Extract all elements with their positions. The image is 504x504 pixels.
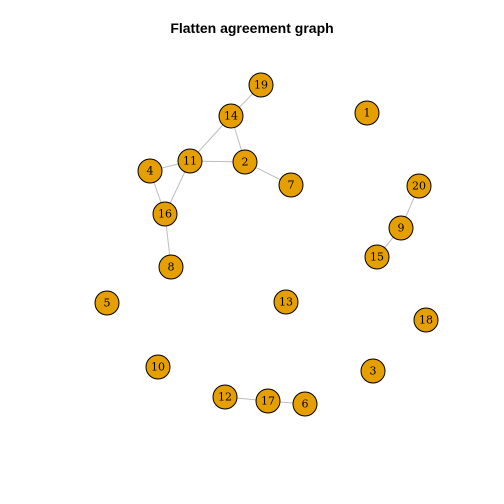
node-13: 13 bbox=[273, 289, 299, 315]
node-label-14: 14 bbox=[224, 110, 238, 123]
node-1: 1 bbox=[354, 100, 380, 126]
node-circle-1 bbox=[354, 100, 380, 126]
node-10: 10 bbox=[145, 354, 171, 380]
node-circle-3 bbox=[360, 358, 386, 384]
node-15: 15 bbox=[364, 244, 390, 270]
node-circle-13 bbox=[273, 289, 299, 315]
node-label-4: 4 bbox=[147, 165, 154, 178]
edges-layer bbox=[149, 84, 420, 405]
node-label-6: 6 bbox=[302, 398, 309, 411]
node-circle-16 bbox=[152, 201, 178, 227]
node-5: 5 bbox=[94, 290, 120, 316]
node-8: 8 bbox=[158, 254, 184, 280]
node-label-1: 1 bbox=[364, 107, 371, 120]
node-label-5: 5 bbox=[104, 297, 111, 310]
node-label-13: 13 bbox=[279, 296, 293, 309]
node-label-8: 8 bbox=[168, 261, 175, 274]
node-circle-4 bbox=[137, 158, 163, 184]
node-label-2: 2 bbox=[242, 156, 249, 169]
node-9: 9 bbox=[388, 215, 414, 241]
node-label-19: 19 bbox=[254, 79, 268, 92]
node-label-16: 16 bbox=[158, 208, 172, 221]
node-16: 16 bbox=[152, 201, 178, 227]
node-label-9: 9 bbox=[398, 222, 405, 235]
node-11: 11 bbox=[177, 148, 203, 174]
node-18: 18 bbox=[413, 307, 439, 333]
node-label-3: 3 bbox=[370, 365, 377, 378]
node-2: 2 bbox=[232, 149, 258, 175]
node-label-11: 11 bbox=[183, 155, 197, 168]
node-circle-6 bbox=[292, 391, 318, 417]
node-14: 14 bbox=[218, 103, 244, 129]
node-circle-9 bbox=[388, 215, 414, 241]
node-circle-20 bbox=[406, 173, 432, 199]
node-20: 20 bbox=[406, 173, 432, 199]
node-17: 17 bbox=[255, 388, 281, 414]
node-circle-18 bbox=[413, 307, 439, 333]
node-circle-19 bbox=[248, 72, 274, 98]
node-circle-17 bbox=[255, 388, 281, 414]
node-circle-10 bbox=[145, 354, 171, 380]
node-label-10: 10 bbox=[151, 361, 165, 374]
node-7: 7 bbox=[278, 172, 304, 198]
node-circle-15 bbox=[364, 244, 390, 270]
node-6: 6 bbox=[292, 391, 318, 417]
node-circle-5 bbox=[94, 290, 120, 316]
node-circle-11 bbox=[177, 148, 203, 174]
node-label-15: 15 bbox=[370, 251, 384, 264]
node-3: 3 bbox=[360, 358, 386, 384]
node-label-17: 17 bbox=[261, 395, 275, 408]
node-4: 4 bbox=[137, 158, 163, 184]
node-circle-8 bbox=[158, 254, 184, 280]
node-label-7: 7 bbox=[288, 179, 295, 192]
node-circle-12 bbox=[212, 384, 238, 410]
node-circle-2 bbox=[232, 149, 258, 175]
node-12: 12 bbox=[212, 384, 238, 410]
node-circle-7 bbox=[278, 172, 304, 198]
node-label-18: 18 bbox=[419, 314, 433, 327]
node-circle-14 bbox=[218, 103, 244, 129]
node-label-20: 20 bbox=[412, 180, 426, 193]
node-19: 19 bbox=[248, 72, 274, 98]
graph-title: Flatten agreement graph bbox=[170, 20, 334, 36]
node-label-12: 12 bbox=[218, 391, 232, 404]
